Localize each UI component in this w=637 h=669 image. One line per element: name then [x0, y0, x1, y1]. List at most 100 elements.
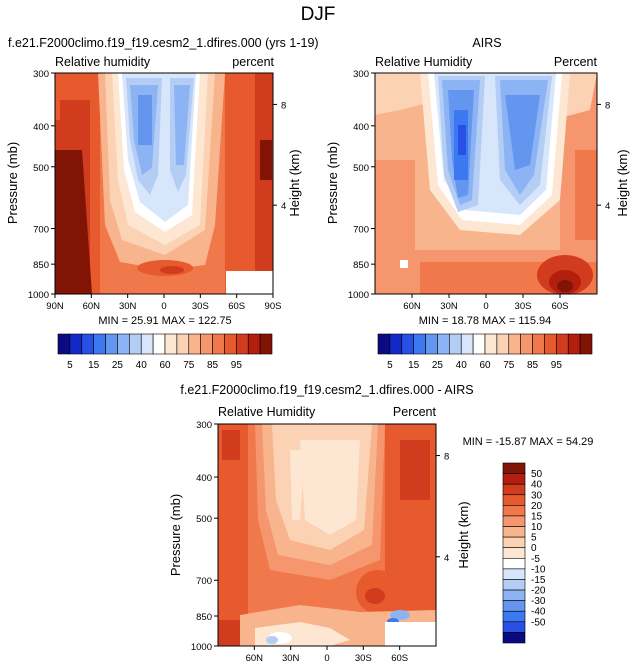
panel-diff-axes: 300 400 500 700 850 1000 8 4 60N 30N 0 30S 60S: [191, 420, 449, 664]
colorbar-obs-swatch-8: [472, 333, 486, 355]
panel-model-lattick-label-2: 30N: [119, 301, 137, 312]
panel-obs-axes: 300 400 500 700 850 1000 8 4 60N 30N 0 30S 60S: [348, 69, 610, 312]
colorbar-model-label-7: 95: [231, 360, 243, 371]
panel-obs-lattick-label-0: 60N: [403, 301, 421, 312]
panel-obs-stats: MIN = 18.78 MAX = 115.94: [419, 315, 551, 327]
panel-diff-left-string: Relative Humidity: [218, 405, 316, 419]
colorbar-diff-label-8: -5: [531, 554, 540, 565]
panel-obs-lattick-label-1: 30N: [440, 301, 458, 312]
colorbar-obs-swatch-15: [556, 333, 569, 355]
colorbar-obs-label-6: 85: [527, 360, 539, 371]
panel-obs-lattick-label-3: 30S: [515, 301, 532, 312]
colorbar-model-swatch-12: [200, 333, 213, 355]
colorbar-obs-swatch-5: [437, 333, 450, 355]
colorbar-model-swatch-15: [236, 333, 249, 355]
colorbar-model-swatch-17: [259, 333, 273, 355]
colorbar-diff-swatch-9: [502, 557, 526, 570]
colorbar-diff-swatch-6: [502, 526, 526, 538]
colorbar-model-swatch-8: [152, 333, 166, 355]
panel-diff-ptick-label-5: 1000: [191, 642, 212, 653]
panel-model-lattick-label-6: 90S: [265, 301, 282, 312]
panel-diff-htick-label-0: 8: [444, 452, 449, 463]
panel-obs-ptick-label-2: 500: [353, 163, 369, 174]
colorbar-model-label-0: 5: [67, 360, 73, 371]
colorbar-obs-label-3: 40: [456, 360, 468, 371]
colorbar-model-swatch-14: [224, 333, 237, 355]
colorbar-model-label-2: 25: [112, 360, 124, 371]
colorbar-diff-label-2: 30: [531, 490, 543, 501]
colorbar-model-label-1: 15: [88, 360, 100, 371]
panel-obs-lattick-label-2: 0: [483, 301, 488, 312]
colorbar-model-swatch-10: [176, 333, 190, 355]
colorbar-model-swatch-1: [69, 333, 83, 355]
colorbar-diff-label-14: -50: [531, 617, 546, 628]
colorbar-obs-label-5: 75: [503, 360, 515, 371]
colorbar-diff-swatch-2: [502, 483, 526, 496]
colorbar-model-swatch-3: [93, 333, 106, 355]
colorbar-obs-label-1: 15: [408, 360, 420, 371]
colorbar-diff-swatch-16: [502, 632, 526, 644]
colorbar-obs-swatch-16: [567, 333, 581, 355]
panel-obs-ptick-label-1: 400: [353, 122, 369, 133]
colorbar-obs-label-7: 95: [551, 360, 563, 371]
colorbar-obs-swatch-13: [532, 333, 545, 355]
colorbar-obs-swatch-3: [413, 333, 426, 355]
colorbar-diff-label-9: -10: [531, 564, 546, 575]
panel-diff-right-string: Percent: [393, 405, 437, 419]
panel-diff-ptick-label-2: 500: [196, 514, 212, 525]
colorbar-obs: 5 15 25 40 60 75 85 95: [377, 333, 593, 371]
colorbar-model: 5 15 25 40 60 75 85 95: [57, 333, 273, 371]
colorbar-model-swatch-0: [57, 333, 71, 355]
panel-model-left-string: Relative humidity: [55, 55, 151, 69]
panel-diff-ptick-label-0: 300: [196, 420, 212, 431]
panel-model-right-string: percent: [232, 55, 274, 69]
panel-model-contours: [55, 73, 273, 294]
panel-obs-ptick-label-4: 850: [353, 260, 369, 271]
colorbar-diff-label-3: 20: [531, 501, 543, 512]
colorbar-diff-label-7: 0: [531, 543, 537, 554]
colorbar-diff-swatch-13: [502, 600, 526, 612]
colorbar-obs-swatch-12: [520, 333, 533, 355]
panel-diff-lattick-label-2: 0: [324, 653, 329, 664]
colorbar-diff-swatch-10: [502, 568, 526, 580]
panel-model: f.e21.F2000climo.f19_f19.cesm2_1.dfires.…: [5, 36, 319, 327]
colorbar-diff-label-11: -20: [531, 586, 546, 597]
colorbar-model-label-4: 60: [159, 360, 171, 371]
panel-model-ylabel-right: Height (km): [287, 149, 302, 216]
colorbar-diff-swatch-0: [502, 462, 526, 474]
panel-obs-htick-label-0: 8: [605, 100, 610, 111]
panel-diff-ptick-label-1: 400: [196, 473, 212, 484]
colorbar-diff-label-6: 5: [531, 533, 537, 544]
colorbar-obs-label-2: 25: [432, 360, 444, 371]
colorbar-obs-swatch-7: [460, 333, 474, 355]
panel-obs-lattick-label-4: 60S: [552, 301, 569, 312]
panel-model-lattick-label-4: 30S: [192, 301, 209, 312]
figure-title: DJF: [301, 4, 336, 25]
colorbar-diff-label-13: -40: [531, 607, 546, 618]
panel-diff-lattick-label-3: 30S: [355, 653, 372, 664]
colorbar-obs-swatch-14: [544, 333, 557, 355]
colorbar-model-swatch-2: [81, 333, 94, 355]
panel-model-htick-label-0: 8: [281, 100, 286, 111]
panel-diff-stats: MIN = -15.87 MAX = 54.29: [463, 436, 594, 448]
panel-model-lattick-label-0: 90N: [46, 301, 64, 312]
panel-model-ptick-label-3: 700: [33, 225, 49, 236]
colorbar-diff-swatch-12: [502, 589, 526, 601]
panel-obs-htick-label-1: 4: [605, 201, 610, 212]
colorbar-diff-swatch-8: [502, 547, 526, 559]
panel-model-stats: MIN = 25.91 MAX = 122.75: [98, 315, 231, 327]
colorbar-obs-swatch-17: [579, 333, 593, 355]
colorbar-model-swatch-4: [105, 333, 118, 355]
colorbar-diff-swatch-1: [502, 473, 526, 485]
panel-model-htick-label-1: 4: [281, 201, 286, 212]
panel-model-lattick-label-1: 60N: [83, 301, 101, 312]
panel-model-lattick-label-3: 0: [161, 301, 166, 312]
panel-obs-ptick-label-5: 1000: [348, 290, 369, 301]
colorbar-model-swatch-9: [164, 333, 178, 355]
panel-obs: AIRS Relative Humidity Percent: [325, 36, 630, 327]
panel-obs-contours: [375, 73, 597, 294]
panel-model-title: f.e21.F2000climo.f19_f19.cesm2_1.dfires.…: [8, 36, 319, 50]
panel-model-axes: 300 400 500 700 850 1000 8 4 90N 60N 30N 0 30S 60S 90S: [28, 69, 286, 312]
